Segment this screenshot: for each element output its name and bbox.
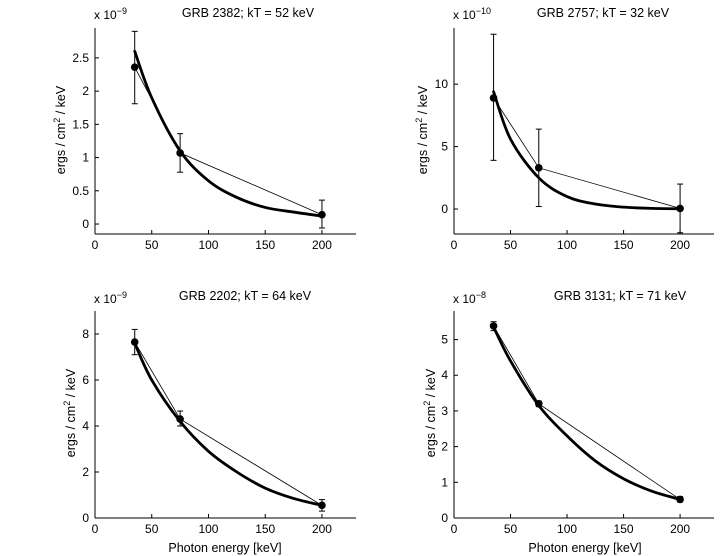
x-tick-label: 0 [92,238,99,252]
scale-label: x 10−8 [453,290,486,306]
panel-title: GRB 2202; kT = 64 keV [179,289,312,303]
y-tick-label: 0 [441,511,448,525]
x-tick-label: 200 [312,522,332,536]
y-tick-label: 4 [441,368,448,382]
x-tick-label: 0 [92,522,99,536]
measured-connector-line [134,341,323,506]
scale-label: x 10−9 [94,6,127,22]
data-point [489,94,498,102]
y-axis-label: ergs / cm2 / keV [62,368,78,457]
panel-grb-2382: GRB 2382; kT = 52 keV x 10−9 ergs / cm2 … [52,6,356,252]
y-tick-label: 0 [441,202,448,216]
scale-exponent: −9 [117,290,127,300]
model-curve [492,90,682,211]
scale-exponent: −9 [117,6,127,16]
y-tick-label: 0 [82,511,89,525]
data-point [534,164,543,172]
y-axis-label: ergs / cm2 / keV [414,85,430,174]
ylabel-sup: 2 [414,118,424,123]
x-tick-label: 100 [557,238,577,252]
measured-connector-line [493,97,681,209]
x-tick-label: 50 [145,238,159,252]
y-tick-label: 6 [82,373,89,387]
y-tick-label: 1 [441,475,448,489]
scale-base: x 10 [94,292,117,306]
y-tick-label: 1.5 [72,117,89,131]
y-tick-label: 5 [441,333,448,347]
data-point [489,322,498,330]
y-tick-label: 10 [435,77,449,91]
panel-grb-2202: GRB 2202; kT = 64 keV x 10−9 ergs / cm2 … [62,289,356,555]
x-tick-label: 100 [557,522,577,536]
y-axis-label: ergs / cm2 / keV [422,368,438,457]
ylabel-sup: 2 [62,401,72,406]
x-tick-label: 150 [255,238,275,252]
y-tick-label: 0.5 [72,184,89,198]
y-tick-label: 2 [441,440,448,454]
data-point [318,210,326,219]
scale-base: x 10 [94,8,117,22]
x-tick-label: 50 [504,238,518,252]
y-axis-label: ergs / cm2 / keV [52,85,68,174]
data-point [176,415,184,423]
x-tick-label: 150 [614,522,634,536]
y-tick-label: 4 [82,419,89,433]
x-tick-label: 150 [614,238,634,252]
panel-grb-3131: GRB 3131; kT = 71 keV x 10−8 ergs / cm2 … [422,289,714,555]
data-point [130,63,139,72]
panel-title: GRB 2757; kT = 32 keV [537,6,670,20]
ylabel-pre: ergs / cm [416,123,430,174]
panel-grb-2757: GRB 2757; kT = 32 keV x 10−10 ergs / cm2… [414,6,714,252]
data-point [676,204,684,213]
y-tick-label: 2.5 [72,51,89,65]
scale-base: x 10 [453,292,476,306]
x-tick-label: 0 [451,238,458,252]
y-tick-label: 3 [441,404,448,418]
ylabel-pre: ergs / cm [64,406,78,457]
x-tick-label: 50 [504,522,518,536]
ylabel-post: / keV [64,368,78,401]
scale-label: x 10−9 [94,290,127,306]
y-tick-label: 2 [82,84,89,98]
data-point [318,501,326,510]
data-point [676,495,684,504]
x-tick-label: 200 [670,238,690,252]
ylabel-sup: 2 [52,118,62,123]
y-tick-label: 8 [82,327,89,341]
model-curve [133,49,324,218]
x-tick-label: 200 [670,522,690,536]
model-curve [492,325,682,501]
x-tick-label: 0 [451,522,458,536]
data-point [534,399,543,408]
scale-base: x 10 [453,8,476,22]
panel-title: GRB 2382; kT = 52 keV [182,6,315,20]
ylabel-pre: ergs / cm [424,406,438,457]
scale-exponent: −10 [476,6,491,16]
ylabel-pre: ergs / cm [54,123,68,174]
measured-connector-line [493,325,681,500]
data-point [130,338,139,346]
y-tick-label: 1 [82,151,89,165]
x-tick-label: 100 [198,238,218,252]
scale-label: x 10−10 [453,6,491,22]
data-point [176,149,184,157]
x-axis-label: Photon energy [keV] [168,541,281,555]
scale-exponent: −8 [476,290,486,300]
ylabel-post: / keV [416,85,430,118]
y-tick-label: 5 [441,140,448,154]
x-tick-label: 50 [145,522,159,536]
ylabel-post: / keV [424,368,438,401]
y-tick-label: 2 [82,465,89,479]
y-tick-label: 0 [82,217,89,231]
panel-title: GRB 3131; kT = 71 keV [554,289,687,303]
x-tick-label: 100 [198,522,218,536]
x-tick-label: 200 [312,238,332,252]
x-tick-label: 150 [255,522,275,536]
ylabel-sup: 2 [422,401,432,406]
model-curve [133,341,324,507]
x-axis-label: Photon energy [keV] [528,541,641,555]
ylabel-post: / keV [54,85,68,118]
